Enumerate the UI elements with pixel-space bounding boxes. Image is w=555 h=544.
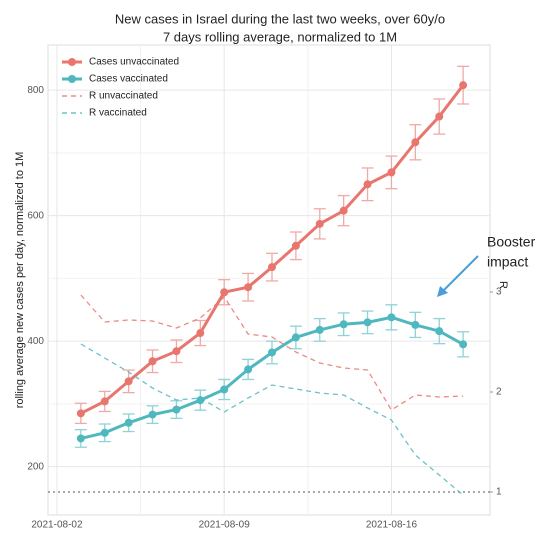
y2-tick-label: 1: [496, 487, 502, 498]
point: [124, 377, 133, 386]
point: [220, 288, 229, 297]
point: [100, 397, 109, 406]
legend-label: R vaccinated: [89, 108, 147, 119]
plot-panel: [47, 44, 491, 516]
point: [315, 219, 324, 228]
point: [172, 405, 181, 414]
x-tick-label: 2021-08-09: [199, 520, 251, 531]
point: [363, 318, 372, 327]
series-line: [80, 294, 464, 411]
point: [100, 428, 109, 437]
point: [459, 340, 468, 349]
chart-title: New cases in Israel during the last two …: [115, 11, 445, 26]
point: [244, 365, 253, 374]
legend-label: Cases vaccinated: [89, 74, 168, 85]
annotation-arrow: [441, 255, 479, 293]
point: [435, 327, 444, 336]
legend-label: Cases unvaccinated: [89, 57, 179, 68]
point: [339, 206, 348, 215]
point: [148, 357, 157, 366]
point: [172, 347, 181, 356]
point: [220, 385, 229, 394]
point: [363, 180, 372, 189]
y-tick-label: 200: [27, 461, 44, 472]
y2-axis-title: R: [497, 281, 509, 289]
series-line: [80, 343, 464, 496]
y-axis-title: rolling average new cases per day, norma…: [14, 152, 26, 409]
point: [148, 410, 157, 419]
point: [124, 418, 133, 427]
x-tick-label: 2021-08-02: [31, 520, 83, 531]
point: [267, 263, 276, 272]
point: [291, 241, 300, 250]
legend-label: R unvaccinated: [89, 91, 158, 102]
point: [196, 329, 205, 338]
point: [387, 313, 396, 322]
legend-swatch-point: [68, 75, 76, 83]
y-tick-label: 600: [27, 210, 44, 221]
point: [435, 112, 444, 121]
point: [244, 283, 253, 292]
point: [459, 81, 468, 90]
y2-tick-label: 3: [496, 287, 502, 298]
x-tick-label: 2021-08-16: [366, 520, 418, 531]
y-tick-label: 800: [27, 85, 44, 96]
point: [387, 168, 396, 177]
point: [411, 320, 420, 329]
y2-tick-label: 2: [496, 387, 502, 398]
point: [76, 434, 85, 443]
annotation: impact: [487, 254, 528, 270]
y-tick-label: 400: [27, 336, 44, 347]
point: [196, 396, 205, 405]
point: [76, 409, 85, 418]
point: [411, 138, 420, 147]
annotation-arrowhead: [437, 286, 448, 297]
point: [267, 348, 276, 357]
annotation: Booster: [487, 234, 536, 250]
point: [315, 325, 324, 334]
chart-subtitle: 7 days rolling average, normalized to 1M: [163, 29, 397, 44]
point: [291, 333, 300, 342]
point: [339, 320, 348, 329]
legend-swatch-point: [68, 58, 76, 66]
